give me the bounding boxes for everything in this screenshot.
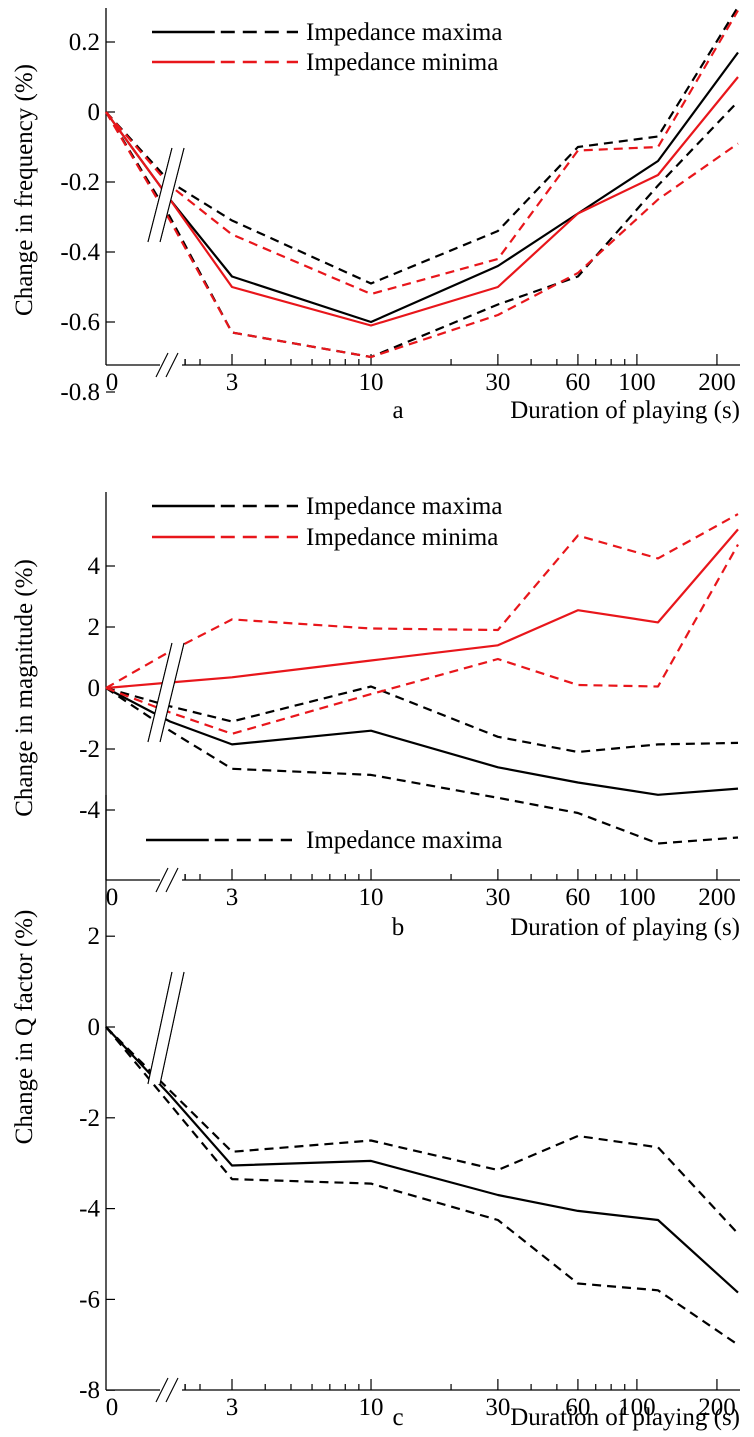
series-line-bound-dashed xyxy=(105,9,739,296)
panel-letter: a xyxy=(392,397,403,424)
y-tick-label: -2 xyxy=(79,736,100,763)
series-line-bound-dashed xyxy=(105,1026,739,1235)
legend-label: Impedance maxima xyxy=(306,493,502,520)
series-line-bound-dashed xyxy=(105,100,739,359)
x-axis-break-gap xyxy=(160,355,182,375)
x-axis-break-slash xyxy=(165,867,179,893)
y-tick-label: 0 xyxy=(88,99,101,126)
y-tick-label: -6 xyxy=(79,1286,100,1313)
x-tick-label: 10 xyxy=(359,884,384,911)
y-tick-label: 4 xyxy=(88,553,101,580)
panel-letter: c xyxy=(392,1404,403,1431)
x-tick-label: 30 xyxy=(485,884,510,911)
data-break-slash xyxy=(147,971,173,1085)
x-tick-label: 200 xyxy=(698,369,736,396)
y-tick-label: -0.6 xyxy=(60,309,100,336)
series-line-impedance-minima-solid xyxy=(105,528,739,690)
series-line-impedance-maxima-solid xyxy=(105,687,739,796)
y-axis-label: Change in Q factor (%) xyxy=(11,910,38,1145)
data-break-slash xyxy=(147,642,173,743)
x-axis-break-slash xyxy=(155,1377,169,1403)
series-line-bound-dashed xyxy=(105,1026,739,1346)
series-line-bound-dashed xyxy=(105,6,739,285)
legend-label: Impedance maxima xyxy=(306,827,502,854)
series-line-bound-dashed xyxy=(105,111,739,359)
series-line-bound-dashed xyxy=(105,685,739,754)
legend-label: Impedance minima xyxy=(306,524,498,551)
x-axis-break-slash xyxy=(165,1377,179,1403)
data-break-slash xyxy=(159,642,185,743)
x-tick-label: 60 xyxy=(565,369,590,396)
data-break-slash xyxy=(147,147,173,243)
x-tick-label: 30 xyxy=(485,369,510,396)
y-tick-label: 0.2 xyxy=(69,29,100,56)
x-tick-label: 100 xyxy=(618,884,656,911)
x-axis-break-gap xyxy=(160,1380,182,1400)
y-tick-label: -0.8 xyxy=(60,379,100,406)
x-axis-label: Duration of playing (s) xyxy=(510,1404,740,1431)
panel-a: -0.8 -0.6 -0.4 -0.2 0 0.2 0 3 10 30 60 100 200 Change… xyxy=(11,6,740,424)
y-tick-label: -0.4 xyxy=(60,239,100,266)
x-tick-label: 30 xyxy=(485,1394,510,1421)
y-tick-label: -4 xyxy=(79,1196,100,1223)
data-break-slash xyxy=(159,147,185,243)
x-tick-label: 200 xyxy=(698,1394,736,1421)
y-tick-label: 0 xyxy=(88,675,101,702)
panel-letter: b xyxy=(392,914,405,941)
series-line-bound-dashed xyxy=(105,687,739,845)
data-break-gap xyxy=(148,972,184,1084)
panel-b: -4 -2 0 2 4 0 3 10 30 60 100 200 Change in magnitude… xyxy=(11,492,740,941)
x-tick-label: 3 xyxy=(226,1394,239,1421)
x-tick-label: 10 xyxy=(359,369,384,396)
series-line-bound-dashed xyxy=(105,513,739,689)
x-tick-label: 0 xyxy=(106,1394,119,1421)
x-axis-break-slash xyxy=(165,352,179,378)
x-tick-label: 3 xyxy=(226,884,239,911)
y-axis-label: Change in magnitude (%) xyxy=(11,559,38,817)
x-tick-label: 100 xyxy=(618,369,656,396)
legend-label: Impedance maxima xyxy=(306,19,502,46)
x-tick-label: 10 xyxy=(359,1394,384,1421)
data-break-gap xyxy=(148,643,184,742)
x-axis-break-slash xyxy=(155,352,169,378)
y-tick-label: 2 xyxy=(88,614,101,641)
series-line-bound-dashed xyxy=(105,544,739,735)
y-tick-label: -8 xyxy=(79,1377,100,1404)
y-axis-label: Change in frequency (%) xyxy=(11,64,38,316)
x-tick-label: 200 xyxy=(698,884,736,911)
data-break-slash xyxy=(159,971,185,1085)
y-tick-label: -4 xyxy=(79,797,100,824)
x-axis-break-gap xyxy=(160,870,182,890)
data-break-gap xyxy=(148,148,184,242)
y-tick-label: -2 xyxy=(79,1105,100,1132)
x-tick-label: 60 xyxy=(565,1394,590,1421)
x-tick-label: 100 xyxy=(618,1394,656,1421)
x-tick-label: 3 xyxy=(226,369,239,396)
series-line-impedance-minima-solid xyxy=(105,76,739,327)
x-tick-label: 0 xyxy=(106,884,119,911)
x-tick-label: 0 xyxy=(106,369,119,396)
legend-label: Impedance minima xyxy=(306,49,498,76)
y-tick-label: 0 xyxy=(88,1014,101,1041)
y-tick-label: 2 xyxy=(88,923,101,950)
x-tick-label: 60 xyxy=(565,884,590,911)
x-axis-label: Duration of playing (s) xyxy=(510,397,740,424)
series-line-impedance-maxima-solid xyxy=(105,51,739,324)
x-axis-label: Duration of playing (s) xyxy=(510,914,740,941)
series-line-impedance-maxima-solid xyxy=(105,1026,739,1294)
y-tick-label: -0.2 xyxy=(60,169,100,196)
x-axis-break-slash xyxy=(155,867,169,893)
